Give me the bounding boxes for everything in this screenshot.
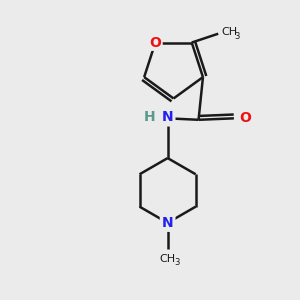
Text: 3: 3 — [174, 258, 179, 267]
Text: O: O — [149, 35, 161, 50]
Text: N: N — [162, 216, 173, 230]
Text: CH: CH — [160, 254, 176, 264]
Text: N: N — [162, 110, 173, 124]
Text: 3: 3 — [235, 32, 240, 40]
Text: H: H — [144, 110, 155, 124]
Text: CH: CH — [222, 27, 238, 37]
Text: O: O — [239, 111, 251, 125]
